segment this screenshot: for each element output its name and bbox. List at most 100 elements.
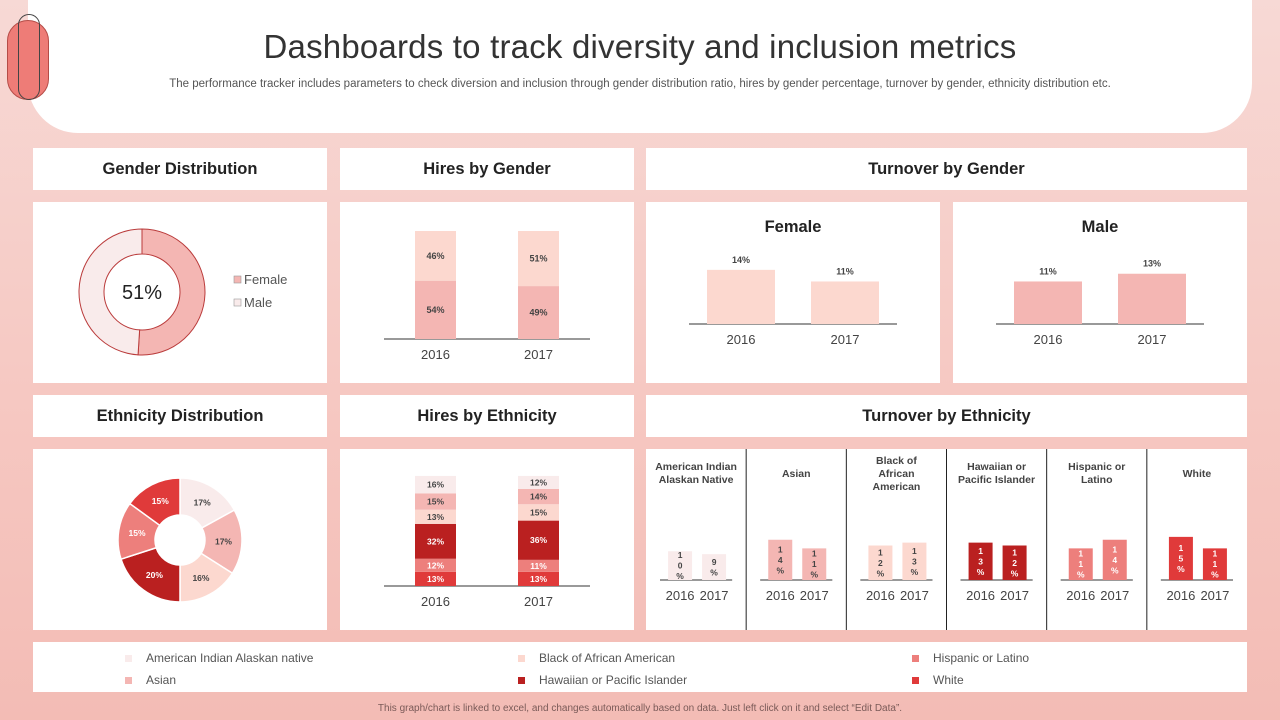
x-tick-label: 2016 (666, 588, 695, 603)
data-label: 13% (530, 574, 547, 584)
legend-swatch (518, 654, 525, 662)
ethnicity-distribution-chart: 17% 17% 16% 20% 15% 15% (117, 477, 243, 603)
data-label-char: 1 (1078, 549, 1083, 559)
x-tick-label: 2017 (524, 347, 553, 362)
donut-slice-female (137, 228, 206, 356)
bar (1002, 545, 1027, 580)
bar (1168, 536, 1193, 580)
bar (1202, 548, 1227, 580)
x-tick-label: 2016 (866, 588, 895, 603)
data-label: 12% (530, 477, 547, 487)
data-label-char: % (1111, 565, 1119, 575)
data-label-char: 1 (912, 546, 917, 556)
section-title-gender-distribution: Gender Distribution (33, 148, 327, 190)
x-tick-label: 2016 (1034, 332, 1063, 347)
data-label-char: % (1011, 568, 1019, 578)
x-tick-label: 2017 (700, 588, 729, 603)
data-label-char: 1 (1112, 544, 1117, 554)
turnover-male-chart: Male 11% 2016 13% 2017 (996, 218, 1204, 347)
x-tick-label: 2016 (1166, 588, 1195, 603)
bar-segment (518, 475, 559, 489)
bar-segment (518, 231, 559, 287)
legend-label: Hispanic or Latino (933, 651, 1030, 665)
data-label-char: 2 (1012, 558, 1017, 568)
x-tick-label: 2017 (524, 594, 553, 609)
bar (868, 545, 893, 580)
card-turnover-female: Female 14% 2016 11% 2017 (646, 202, 940, 383)
legend-label: Black of African American (539, 651, 676, 665)
section-title-ethnicity-distribution: Ethnicity Distribution (33, 395, 327, 437)
card-turnover-male: Male 11% 2016 13% 2017 (953, 202, 1247, 383)
group-title-line: American (872, 481, 920, 493)
x-tick-label: 2016 (966, 588, 995, 603)
data-label-char: 1 (1012, 547, 1017, 557)
data-label-char: 9 (712, 557, 717, 567)
bar (707, 269, 775, 324)
data-label: 13% (1143, 259, 1161, 269)
x-tick-label: 2017 (1200, 588, 1229, 603)
data-label-char: % (1211, 570, 1219, 580)
donut-slice-male (78, 228, 143, 356)
x-tick-label: 2017 (831, 332, 860, 347)
legend-item: Hispanic or Latino (912, 651, 1029, 665)
bar (1102, 539, 1127, 580)
legend-item: White (912, 673, 964, 687)
data-label: 36% (530, 535, 547, 545)
data-label-char: 1 (678, 550, 683, 560)
legend-item: Black of African American (518, 651, 675, 665)
data-label-char: 1 (1078, 559, 1083, 569)
legend-swatch (125, 654, 132, 662)
legend-label: White (933, 673, 964, 687)
group-title-line: Pacific Islander (958, 474, 1035, 486)
data-label: 20% (146, 570, 163, 580)
data-label-char: 1 (812, 559, 817, 569)
bar-segment (415, 558, 456, 572)
data-label: 13% (427, 512, 444, 522)
data-label-char: % (1077, 570, 1085, 580)
bar-segment (518, 488, 559, 505)
page-title: Dashboards to track diversity and inclus… (263, 28, 1017, 65)
legend-item: Asian (125, 673, 176, 687)
legend-swatch (233, 275, 242, 284)
bar-segment (415, 231, 456, 281)
data-label: 11% (836, 266, 854, 276)
data-label-char: % (977, 567, 985, 577)
bar-segment (518, 504, 559, 521)
legend-label: Male (244, 295, 272, 310)
bar-segment (415, 523, 456, 559)
data-label: 15% (530, 507, 547, 517)
bar (811, 281, 879, 324)
hires-by-ethnicity-chart: 13% 12% 32% 13% 15% 16% 2016 13% 11% 36% 15% 14% 12%… (384, 475, 590, 609)
data-label-char: 1 (1179, 543, 1184, 553)
bar-segment (415, 475, 456, 494)
data-label: 11% (1039, 266, 1057, 276)
x-tick-label: 2017 (900, 588, 929, 603)
bar-segment (415, 509, 456, 524)
data-label-char: 1 (778, 544, 783, 554)
group-title-line: Black of (876, 455, 917, 467)
data-label: 15% (427, 497, 444, 507)
data-label: 13% (427, 574, 444, 584)
data-label-char: % (810, 570, 818, 580)
x-tick-label: 2016 (727, 332, 756, 347)
data-label: 32% (427, 536, 444, 546)
section-title-turnover-by-gender: Turnover by Gender (646, 148, 1247, 190)
data-label: 51% (529, 254, 547, 264)
data-label: 16% (192, 573, 209, 583)
group-title-line: Hispanic or (1068, 461, 1125, 473)
bar-segment (518, 571, 559, 586)
x-tick-label: 2017 (1138, 332, 1167, 347)
legend-item: Hawaiian or Pacific Islander (518, 673, 687, 687)
hires-by-gender-chart: 54% 46% 2016 49% 51% 2017 (384, 231, 590, 362)
data-label: 17% (194, 498, 211, 508)
decorative-pill (7, 20, 49, 100)
legend-label: American Indian Alaskan native (146, 651, 314, 665)
data-label: 12% (427, 560, 444, 570)
data-label-char: 3 (978, 556, 983, 566)
group-title-line: African (878, 468, 914, 480)
page-subtitle: The performance tracker includes paramet… (169, 78, 1111, 90)
data-label: 17% (215, 536, 232, 546)
data-label: 54% (426, 305, 444, 315)
group-title-line: Asian (782, 468, 811, 480)
